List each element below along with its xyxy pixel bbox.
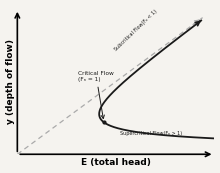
X-axis label: E (total head): E (total head) bbox=[81, 158, 151, 167]
Text: Critical Flow
(Fₙ = 1): Critical Flow (Fₙ = 1) bbox=[78, 71, 114, 119]
Text: Subcritical Flow(Fₙ < 1): Subcritical Flow(Fₙ < 1) bbox=[113, 9, 158, 52]
Text: Supercritical Flow(Fₙ > 1): Supercritical Flow(Fₙ > 1) bbox=[120, 131, 182, 136]
Y-axis label: y (depth of flow): y (depth of flow) bbox=[6, 39, 15, 124]
